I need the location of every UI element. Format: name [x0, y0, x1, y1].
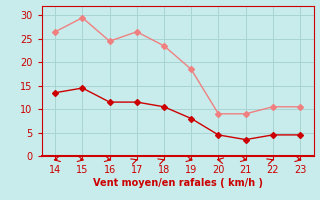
X-axis label: Vent moyen/en rafales ( km/h ): Vent moyen/en rafales ( km/h ) — [92, 178, 263, 188]
